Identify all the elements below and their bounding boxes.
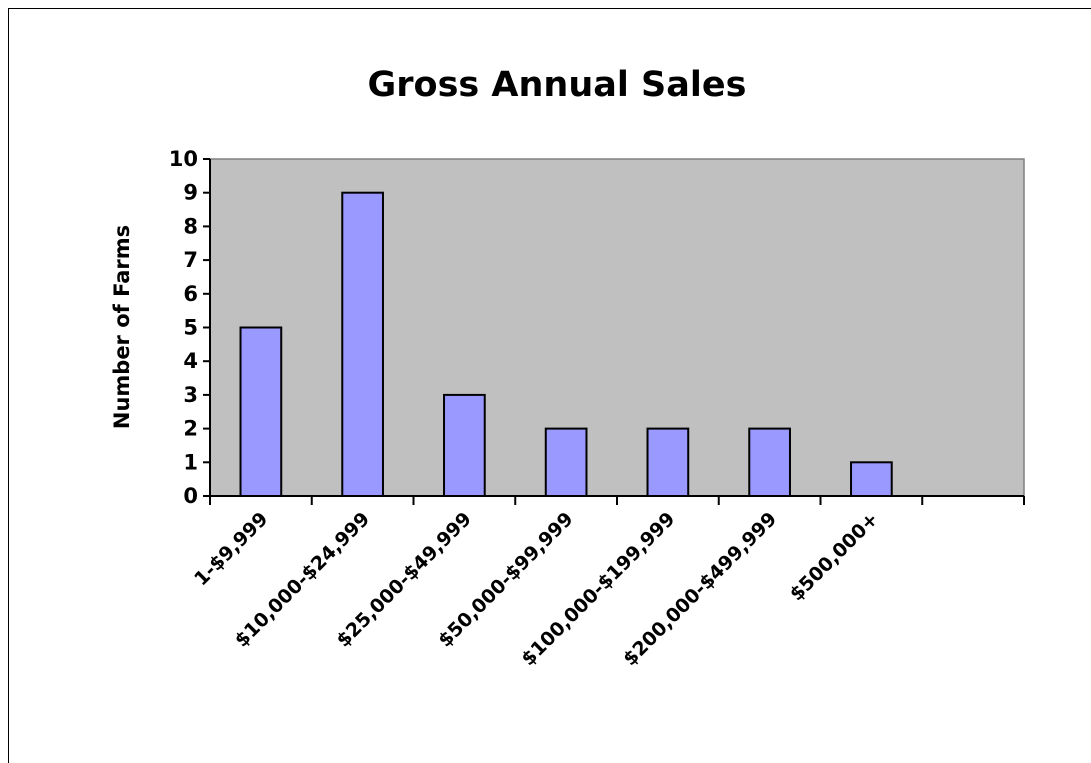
y-tick-label: 7 [183, 248, 198, 272]
bars-group [239, 191, 893, 498]
x-tick-label: 1-$9,999 [190, 508, 272, 590]
x-ticks-group: 1-$9,999$10,000-$24,999$25,000-$49,999$5… [190, 496, 1025, 670]
y-tick-label: 1 [183, 450, 198, 474]
bar-3 [443, 393, 486, 497]
y-tick-label: 10 [169, 147, 198, 171]
y-axis-label: Number of Farms [110, 225, 134, 429]
y-tick-label: 6 [183, 282, 198, 306]
y-tick-label: 2 [183, 417, 198, 441]
plot-area [209, 158, 1025, 497]
y-tick-label: 8 [183, 214, 198, 238]
x-tick-label: $500,000+ [786, 508, 883, 605]
bar-4 [544, 427, 588, 498]
y-ticks-group: 0 1 2 3 4 5 6 7 8 9 10 [169, 147, 210, 508]
bar-2 [341, 191, 384, 497]
bar-1 [239, 326, 283, 497]
bar-6 [748, 427, 791, 498]
y-tick-label: 5 [183, 316, 198, 340]
y-tick-label: 3 [183, 383, 198, 407]
bar-5 [646, 427, 690, 498]
y-tick-label: 0 [183, 484, 198, 508]
y-tick-label: 9 [183, 181, 198, 205]
bar-7 [850, 461, 893, 497]
y-tick-label: 4 [183, 349, 198, 373]
chart-title: Gross Annual Sales [368, 65, 747, 105]
